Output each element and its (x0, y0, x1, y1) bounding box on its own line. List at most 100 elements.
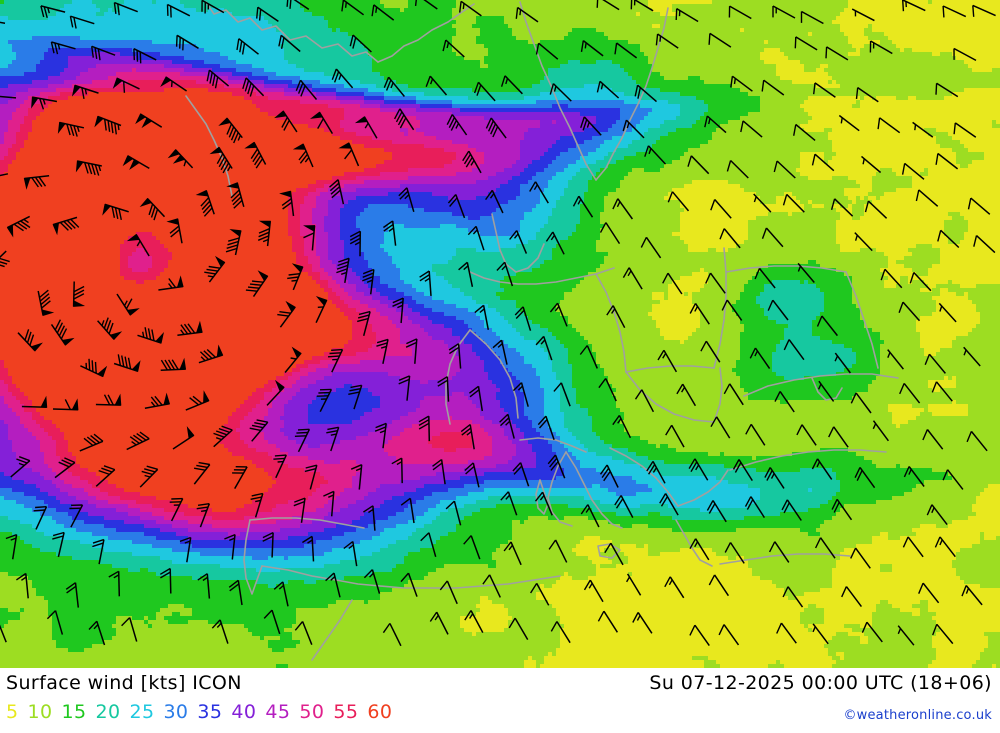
wind-barb (225, 229, 242, 256)
country-borders-layer (185, 1, 899, 661)
wind-barb (326, 426, 340, 452)
wind-barb (249, 419, 269, 442)
wind-barb (719, 228, 741, 249)
wind-barbs-layer (0, 0, 996, 647)
border-path (845, 271, 879, 369)
wind-barb (31, 96, 58, 110)
wind-barb (657, 349, 678, 373)
wind-barb (854, 466, 876, 489)
wind-barb (864, 200, 888, 219)
border-path (469, 329, 519, 419)
wind-barb (371, 4, 395, 21)
wind-barb (172, 426, 195, 450)
border-path (675, 519, 713, 567)
border-path (205, 1, 379, 63)
wind-barb (754, 267, 776, 289)
wind-barb (193, 461, 211, 485)
wind-barb (445, 500, 462, 526)
wind-barb (448, 343, 462, 369)
wind-barb (37, 289, 55, 317)
wind-barb (71, 84, 99, 100)
wind-barb (726, 159, 749, 179)
wind-barb (112, 77, 140, 93)
wind-barb (460, 423, 475, 450)
wind-barb (492, 339, 508, 365)
wind-barb (169, 497, 184, 522)
border-path (491, 213, 545, 273)
border-path (713, 247, 727, 369)
wind-barb (922, 429, 944, 450)
wind-barb (354, 116, 378, 139)
wind-barb (706, 500, 727, 523)
wind-barb (549, 302, 568, 327)
wind-barb (209, 146, 233, 174)
wind-barb (287, 263, 304, 291)
wind-barb (139, 465, 159, 488)
wind-barb (500, 491, 518, 516)
wind-barb (918, 582, 940, 604)
wind-barb (158, 275, 184, 291)
wind-barb (612, 414, 632, 439)
wind-barb (425, 75, 448, 96)
border-path (377, 3, 475, 63)
border-path (677, 469, 729, 507)
wind-barb (382, 220, 397, 246)
wind-barb (23, 174, 50, 190)
wind-barb (503, 541, 522, 566)
wind-barb (935, 152, 959, 170)
wind-barb (485, 189, 504, 214)
wind-barb (419, 270, 432, 296)
wind-barb (902, 536, 924, 558)
wind-barb (689, 624, 710, 647)
legend-item-55: 55 (333, 701, 359, 723)
wind-barb (135, 113, 163, 129)
footer: Surface wind [kts] ICON Su 07-12-2025 00… (0, 668, 1000, 733)
wind-barb (781, 499, 802, 521)
wind-barb (303, 225, 316, 251)
wind-barb (242, 77, 265, 97)
wind-barb (462, 150, 482, 174)
border-path (261, 565, 381, 587)
wind-barb (65, 582, 80, 608)
wind-barb (75, 160, 102, 176)
border-path (743, 373, 899, 397)
wind-barb (953, 47, 977, 62)
wind-barb (724, 542, 745, 564)
wind-barb (113, 1, 138, 16)
wind-barb (226, 182, 245, 209)
wind-barb (0, 95, 17, 99)
map-panel[interactable] (0, 0, 1000, 668)
wind-barb (80, 358, 108, 378)
wind-barb (710, 416, 731, 439)
wind-barb (926, 504, 948, 526)
wind-barb (938, 302, 957, 323)
wind-barb (834, 352, 851, 374)
wind-barb (10, 456, 31, 478)
wind-barb (16, 572, 29, 599)
wind-barb (850, 392, 872, 414)
wind-barb (349, 230, 362, 257)
wind-barb (323, 490, 335, 517)
wind-barb (599, 222, 621, 245)
wind-barb (850, 547, 871, 569)
wind-barb (782, 193, 805, 213)
wind-barb (534, 491, 553, 516)
wind-barb (179, 536, 192, 563)
wind-barb (817, 380, 835, 402)
wind-barb (753, 193, 772, 213)
wind-barb (793, 123, 816, 141)
wind-barb (5, 533, 18, 560)
wind-barb (257, 220, 272, 247)
wind-barb (92, 538, 105, 565)
wind-barb (723, 383, 744, 406)
wind-barb (144, 392, 171, 409)
wind-barb (841, 586, 862, 608)
wind-barb (861, 155, 882, 174)
wind-barb (665, 424, 685, 448)
wind-barb (548, 539, 568, 563)
wind-barb (909, 271, 932, 292)
wind-barb (872, 420, 890, 442)
wind-barb (634, 389, 655, 413)
wind-barb (614, 495, 634, 518)
wind-barb (772, 5, 796, 19)
